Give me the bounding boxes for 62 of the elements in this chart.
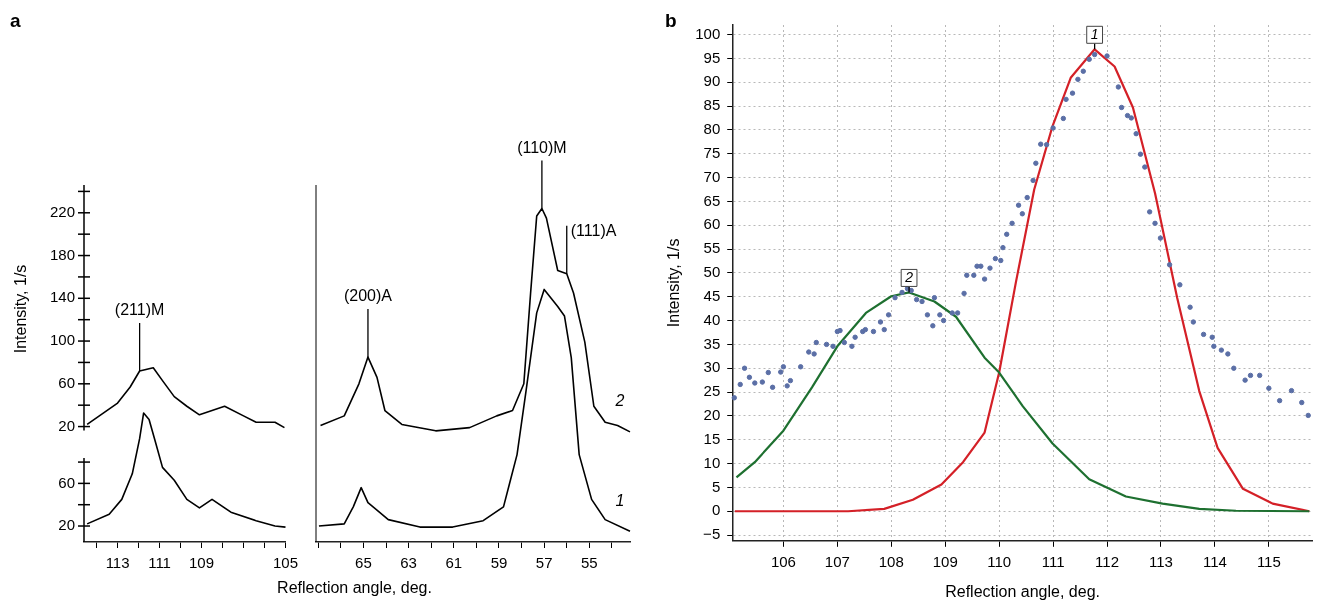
y-tick-label: 35 <box>703 334 721 352</box>
x-tick-label: 113 <box>105 554 130 572</box>
y-tick-label: 180 <box>49 245 75 263</box>
y-tick-label: 100 <box>695 24 721 42</box>
y-tick-label: 0 <box>711 501 721 519</box>
x-tick-label: 65 <box>355 554 372 572</box>
y-tick-label: 45 <box>703 286 721 304</box>
y-tick-label: 95 <box>703 48 721 66</box>
y-tick-label: 50 <box>703 263 721 281</box>
y-axis-title: Intensity, 1/s <box>12 264 30 354</box>
y-tick-label: 10 <box>703 453 721 471</box>
y-tick-label: 55 <box>703 239 721 257</box>
x-axis-title: Reflection angle, deg. <box>945 582 1100 600</box>
x-tick-label: 61 <box>445 554 463 572</box>
annotation: 1 <box>1090 26 1099 43</box>
y-tick-label: 5 <box>711 477 721 495</box>
y-tick-label: 15 <box>703 429 721 447</box>
y-tick-label: 70 <box>703 167 721 185</box>
annotation: (110)M <box>517 138 567 156</box>
x-tick-label: 109 <box>932 552 958 570</box>
y-tick-label: 20 <box>58 416 75 434</box>
y-tick-label: 140 <box>49 288 75 306</box>
x-tick-label: 110 <box>987 552 1012 570</box>
y-tick-label: 30 <box>703 358 721 376</box>
x-tick-label: 112 <box>1095 552 1119 570</box>
y-tick-label: 80 <box>703 120 721 138</box>
y-tick-label: 40 <box>703 310 721 328</box>
y-tick-label: 60 <box>58 373 75 391</box>
chart-title: a <box>10 10 21 32</box>
annotation: (211)M <box>114 301 165 319</box>
x-tick-label: 59 <box>490 554 508 572</box>
x-axis-title: Reflection angle, deg. <box>276 579 433 597</box>
series-label: 1 <box>615 491 625 509</box>
x-tick-label: 63 <box>400 554 417 572</box>
x-tick-label: 111 <box>148 554 171 572</box>
y-tick-label: 90 <box>703 72 721 90</box>
chart-title: b <box>665 10 677 32</box>
x-tick-label: 113 <box>1149 552 1173 570</box>
x-tick-label: 108 <box>878 552 904 570</box>
x-tick-label: 114 <box>1202 552 1227 570</box>
y-tick-label: 20 <box>703 406 721 424</box>
x-tick-label: 55 <box>580 554 598 572</box>
y-tick-label: 25 <box>703 382 721 400</box>
y-tick-label: 65 <box>703 191 721 209</box>
annotation: 2 <box>904 269 914 286</box>
series-label: 2 <box>614 392 625 410</box>
annotation: (111)A <box>570 222 617 240</box>
x-tick-label: 107 <box>824 552 850 570</box>
y-axis-title: Intensity, 1/s <box>665 238 683 328</box>
y-tick-label: 75 <box>703 143 721 161</box>
y-tick-label: 85 <box>703 96 721 114</box>
x-tick-label: 109 <box>189 554 215 572</box>
annotation: (200)A <box>343 287 393 305</box>
x-tick-label: 115 <box>1256 552 1281 570</box>
x-tick-label: 105 <box>272 554 298 572</box>
y-tick-label: 100 <box>49 331 75 349</box>
x-tick-label: 111 <box>1041 552 1065 570</box>
y-tick-label: −5 <box>703 525 721 543</box>
y-tick-label: 60 <box>703 215 721 233</box>
y-tick-label: 220 <box>49 202 75 220</box>
x-tick-label: 57 <box>535 554 553 572</box>
x-tick-label: 106 <box>770 552 796 570</box>
